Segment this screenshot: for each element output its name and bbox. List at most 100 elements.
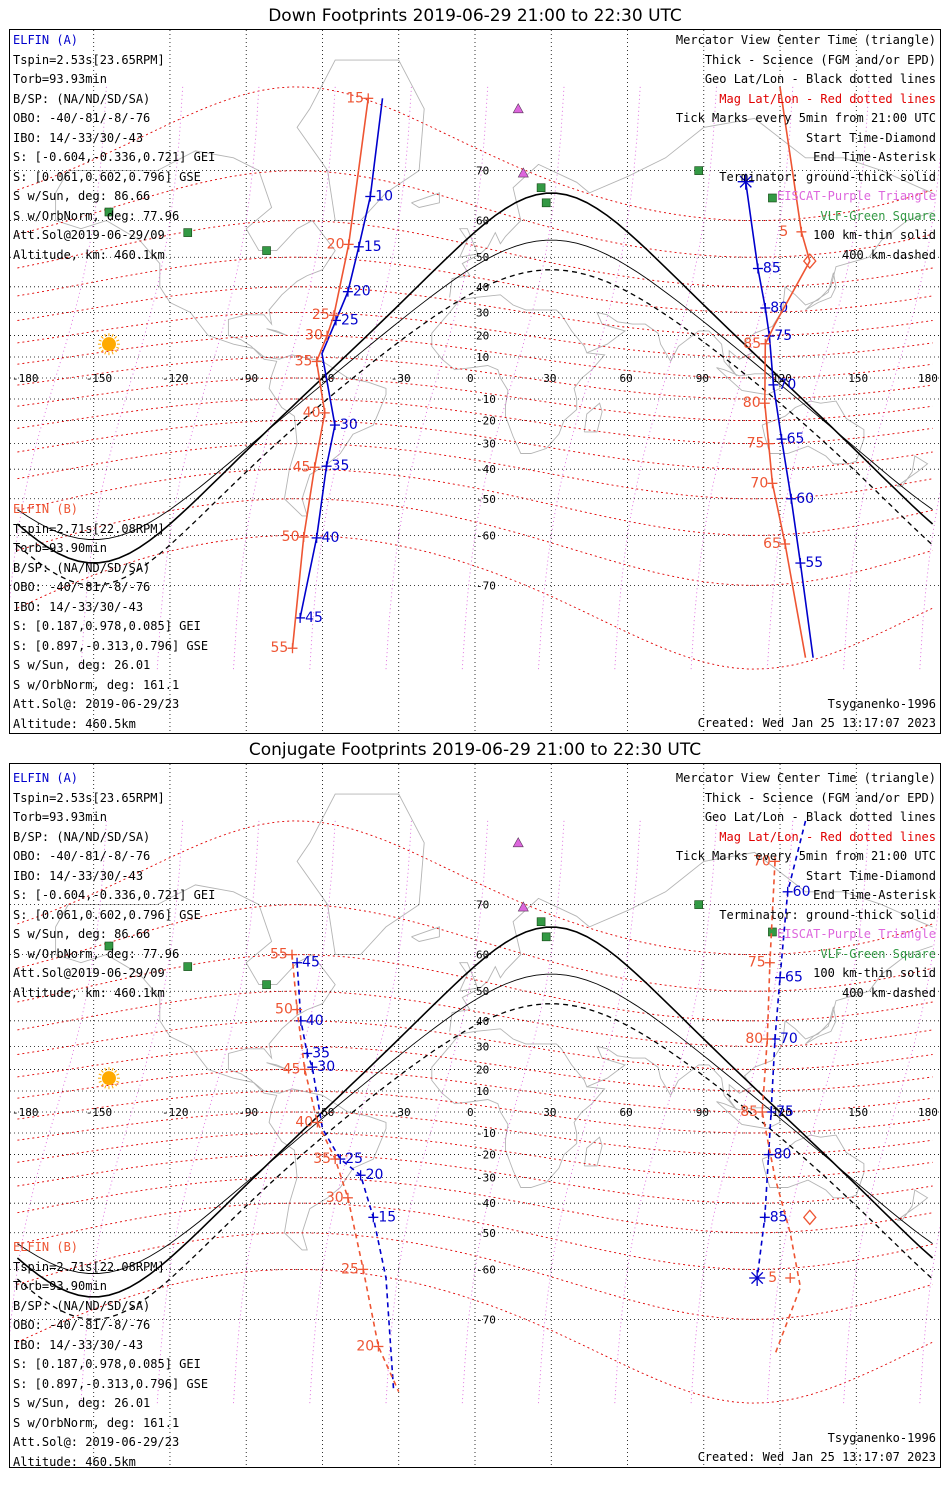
vlf-square-icon — [183, 228, 193, 237]
legend-entry: Mercator View Center Time (triangle) — [675, 771, 936, 785]
tick-label: 35 — [295, 353, 313, 369]
mag-meridian — [80, 820, 184, 1404]
footprint-trace — [299, 98, 384, 619]
legend-top: Mercator View Center Time (triangle) Thic… — [676, 31, 936, 265]
info-line: OBO: -40/-81/-8/-76 — [13, 111, 151, 125]
lat-tick-label: 10 — [476, 1085, 489, 1098]
lat-tick-label: 30 — [476, 1040, 489, 1053]
mag-parallel — [17, 954, 933, 1022]
elfin-b-info-top: ELFIN (B) Tspin=2.71s[22.08RPM] Torb=93.90… — [13, 500, 208, 733]
satellite-name: ELFIN (A) — [13, 771, 79, 785]
tick-label: 70 — [780, 1031, 798, 1047]
sun-ray — [104, 1067, 107, 1071]
info-line: Tspin=2.53s[23.65RPM] — [13, 790, 165, 805]
legend-entry: 400 km-dashed — [842, 247, 936, 262]
conjugate-footprints-panel: -180 -150 -120 -90 -60 -30 0 30 60 90 120 150 180 70 6… — [9, 763, 941, 1468]
coastline — [411, 192, 440, 208]
legend-entry: 100 km-thin solid — [813, 228, 936, 242]
info-line: Tspin=2.71s[22.08RPM] — [13, 521, 165, 536]
satellite-name: ELFIN (B) — [13, 502, 79, 516]
tick-label: 70 — [778, 377, 796, 393]
mag-parallel — [17, 1177, 933, 1234]
vlf-square-icon — [104, 207, 114, 217]
tick-label: 85 — [763, 260, 781, 276]
info-line: Altitude: 460.5km — [13, 716, 136, 731]
tick-label: 30 — [326, 1190, 344, 1206]
mag-meridian — [461, 86, 565, 670]
end-asterisk-icon — [739, 175, 752, 188]
coastline — [805, 272, 837, 311]
model-label-top: Tsyganenko-1996 — [827, 697, 936, 711]
info-line: S: [0.897,-0.313,0.796] GSE — [13, 1376, 209, 1391]
coastline — [583, 402, 603, 433]
coastline — [55, 150, 387, 517]
info-line: S: [0.061,0.602,0.796] GSE — [13, 907, 201, 922]
sun-ray — [100, 1070, 104, 1073]
top-title: Down Footprints 2019-06-29 21:00 to 22:3… — [268, 6, 682, 26]
terminator-line — [16, 926, 934, 1298]
lat-tick-label: 10 — [476, 351, 489, 364]
legend-entry: Geo Lat/Lon - Black dotted lines — [704, 72, 936, 86]
lat-tick-label: 40 — [476, 1015, 489, 1028]
lat-tick-label: -30 — [476, 1172, 496, 1185]
tick-label: 60 — [793, 884, 811, 900]
mag-meridian — [309, 820, 412, 1404]
coastline — [805, 1006, 837, 1045]
sun-ray — [111, 1067, 114, 1071]
info-line: OBO: -40/-81/-8/-76 — [13, 580, 151, 594]
legend-entry: End Time-Asterisk — [813, 150, 936, 164]
info-line: S w/OrbNorm, deg: 161.1 — [13, 677, 180, 692]
tick-label: 30 — [317, 1059, 335, 1075]
coastline — [761, 400, 865, 465]
coastline — [266, 1062, 288, 1070]
legend-entry: Thick - Science (FGM and/or EPD) — [704, 790, 936, 805]
mag-parallel — [17, 1232, 933, 1320]
lon-tick-label: 0 — [467, 1106, 474, 1119]
sun-ray — [116, 1073, 120, 1076]
info-line: S: [0.187,0.978,0.085] GEI — [13, 619, 201, 633]
tick-label: 40 — [303, 405, 321, 421]
footprint-trace — [296, 962, 395, 1392]
vlf-square-icon — [536, 183, 546, 193]
sun-ray — [116, 339, 120, 342]
down-footprints-map: -180 -150 -120 -90 -60 -30 0 30 60 90 120 150 180 70 6… — [10, 30, 940, 733]
coastline — [583, 1136, 603, 1167]
info-line: S w/Sun, deg: 86.66 — [13, 927, 151, 941]
sun-ray — [100, 1083, 104, 1087]
legend-entry: Mag Lat/Lon - Red dotted lines — [719, 829, 936, 844]
tick-label: 45 — [305, 610, 323, 626]
tick-label: 75 — [747, 436, 765, 452]
info-line: B/SP: (NA/ND/SD/SA) — [13, 91, 151, 106]
mag-parallel — [17, 356, 933, 400]
legend-entry: VLF-Green Square — [820, 208, 936, 223]
tick-label: 55 — [270, 947, 288, 963]
legend-entry: VLF-Green Square — [820, 946, 936, 961]
mag-parallel — [17, 286, 933, 336]
legend-entry: 100 km-thin solid — [813, 966, 936, 980]
info-line: Torb=93.90min — [13, 541, 107, 555]
tick-label: 80 — [770, 300, 788, 316]
mag-meridian — [385, 86, 489, 670]
info-line: S w/Sun, deg: 86.66 — [13, 189, 151, 203]
info-line: S: [0.187,0.978,0.085] GEI — [13, 1357, 201, 1371]
info-line: Att.Sol@: 2019-06-29/23 — [13, 1435, 180, 1449]
tick-label: 35 — [332, 458, 350, 474]
vlf-square-icon — [262, 980, 271, 989]
mag-parallel — [17, 377, 933, 422]
mag-meridian — [766, 86, 870, 670]
station-markers — [97, 103, 777, 356]
mag-parallel — [17, 256, 933, 313]
lat-tick-label: -30 — [476, 438, 496, 451]
info-line: S: [-0.604,-0.336,0.721] GEI — [13, 888, 216, 902]
legend-entry: Mag Lat/Lon - Red dotted lines — [719, 91, 936, 106]
mag-parallel — [17, 820, 933, 956]
mag-meridian — [538, 86, 641, 670]
tick-label: 25 — [312, 307, 330, 323]
lon-tick-label: 90 — [696, 372, 709, 385]
tick-label: 60 — [796, 491, 814, 507]
info-line: Altitude, km: 460.1km — [13, 985, 165, 1000]
mag-meridian — [614, 820, 717, 1404]
conjugate-footprints-map: -180 -150 -120 -90 -60 -30 0 30 60 90 120 150 180 70 6… — [10, 764, 940, 1467]
info-line: Torb=93.90min — [13, 1279, 107, 1293]
coastline — [896, 1189, 929, 1221]
